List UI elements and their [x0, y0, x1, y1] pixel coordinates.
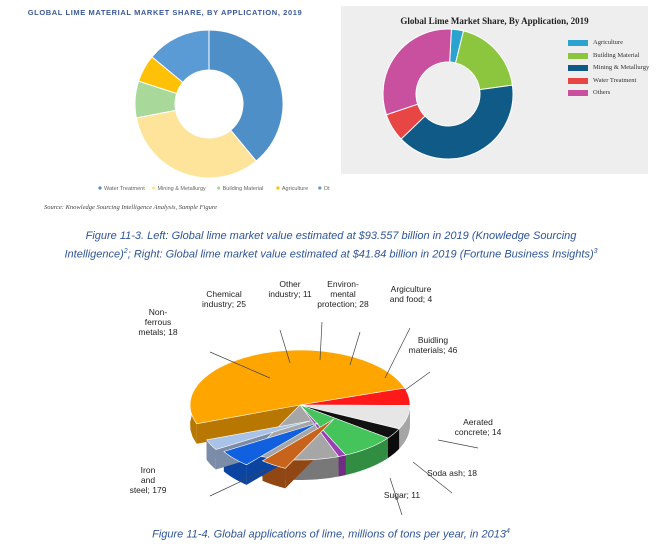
pie3d-slice-other-industry [299, 404, 400, 439]
pie3d-slice-aerated-concrete [261, 418, 335, 469]
pie3d-leader-environ-mental-protection [349, 331, 361, 366]
right-legend-label-building-material: Building Material [593, 51, 640, 59]
pie-3d-chart [189, 321, 479, 516]
left-legend-label-building-material: Building Material [223, 186, 264, 192]
left-legend-dot-mining-metallurgy [151, 186, 156, 190]
left-legend-label-others: Others [324, 186, 330, 192]
pie3d-leader-soda-ash [412, 461, 453, 494]
left-legend-dot-others [318, 186, 322, 190]
pie3d-leader-buidling-materials [404, 371, 431, 391]
right-legend-swatch-others [568, 90, 588, 96]
pie3d-side-chemical-industry [399, 405, 410, 449]
left-legend-label-water-treatment: Water Treatment [104, 186, 145, 192]
right-legend-label-water-treatment: Water Treatment [593, 76, 637, 84]
pie3d-label-sugar: Sugar; 11 [383, 490, 421, 500]
caption-11-4-text: Figure 11-4. Global applications of lime… [152, 528, 506, 541]
right-legend-label-others: Others [593, 89, 611, 96]
pie3d-leader-argiculture-and-food [384, 327, 411, 379]
right-legend-swatch-mining-metallurgy [568, 65, 588, 71]
footnote-3: 3 [593, 248, 598, 255]
figure-11-4-caption: Figure 11-4. Global applications of lime… [0, 524, 662, 543]
left-legend-dot-building-material [217, 186, 221, 190]
left-chart-title: GLOBAL LIME MATERIAL MARKET SHARE, BY AP… [27, 8, 303, 17]
pie3d-label-chemical-industry: Chemical industry; 25 [202, 289, 246, 309]
pie3d-label-aerated-concrete: Aerated concrete; 14 [454, 417, 502, 437]
left-slice-others [151, 29, 210, 84]
left-chart-source: Source: Knowledge Sourcing Intelligence … [44, 204, 217, 211]
pie3d-wall-a-iron-and-steel [196, 405, 300, 444]
pie3d-label-argiculture-and-food: Argiculture and food; 4 [389, 284, 433, 304]
left-donut-chart: Water Treatment Mining & Metallurgy Buildi… [98, 29, 330, 192]
pie3d-leader-chemical-industry [279, 329, 291, 364]
pie3d-slice-argiculture-and-food [299, 404, 347, 457]
right-chart-title: Global Lime Market Share, By Application… [400, 16, 589, 26]
pie3d-label-other-industry: Other industry; 11 [268, 279, 312, 299]
pie3d-label-soda-ash: Soda ash; 18 [426, 468, 478, 478]
right-slice-building-material [455, 30, 513, 91]
right-legend-label-agriculture: Agriculture [593, 39, 623, 46]
right-slice-mining-metallurgy [400, 84, 514, 160]
right-legend-swatch-building-material [568, 52, 588, 59]
pie3d-slice-environ-mental-protection [299, 404, 389, 456]
pie3d-leader-non-ferrous-metals [209, 351, 271, 379]
pie3d-leader-aerated-concrete [437, 439, 479, 449]
footnote-2: 2 [123, 248, 128, 255]
right-slice-others [382, 28, 452, 116]
pie3d-leader-other-industry [319, 321, 323, 361]
left-slice-mining-metallurgy [135, 109, 257, 179]
right-donut-chart [382, 28, 514, 160]
pie3d-label-buidling-materials: Buidling materials; 46 [408, 335, 458, 355]
left-legend-dot-water-treatment [98, 186, 102, 190]
pie3d-leader-sugar [389, 477, 403, 516]
left-slice-water-treatment [208, 29, 284, 162]
right-legend-swatch-agriculture [568, 40, 588, 46]
pie3d-label-iron-and-steel: Iron and steel; 179 [129, 465, 167, 495]
pie3d-slice-non-ferrous-metals [299, 387, 411, 406]
pie3d-slice-iron-and-steel [189, 349, 406, 425]
pie3d-slice-soda-ash [223, 422, 319, 466]
left-legend-dot-agriculture [276, 186, 280, 190]
caption-line-2b: ; Right: Global lime market value estima… [127, 248, 594, 261]
footnote-4: 4 [505, 528, 510, 535]
pie3d-slice-chemical-industry [299, 404, 411, 430]
pie3d-label-environ-mental-protection: Environ- mental protection; 28 [317, 279, 369, 309]
right-legend-swatch-water-treatment [568, 77, 588, 84]
caption-line-2a: Intelligence) [64, 248, 124, 261]
right-legend-label-mining-metallurgy: Mining & Metallurgy [593, 64, 650, 71]
pie3d-label-non-ferrous-metals: Non- ferrous metals; 18 [138, 307, 178, 337]
left-legend-label-mining-metallurgy: Mining & Metallurgy [158, 186, 207, 192]
pie3d-slice-sugar [206, 420, 311, 450]
caption-line-1: Figure 11-3. Left: Global lime market va… [85, 230, 577, 242]
left-legend-label-agriculture: Agriculture [282, 186, 308, 192]
pie3d-leader-iron-and-steel [209, 469, 266, 497]
figure-11-3-caption: Figure 11-3. Left: Global lime market va… [0, 229, 662, 263]
